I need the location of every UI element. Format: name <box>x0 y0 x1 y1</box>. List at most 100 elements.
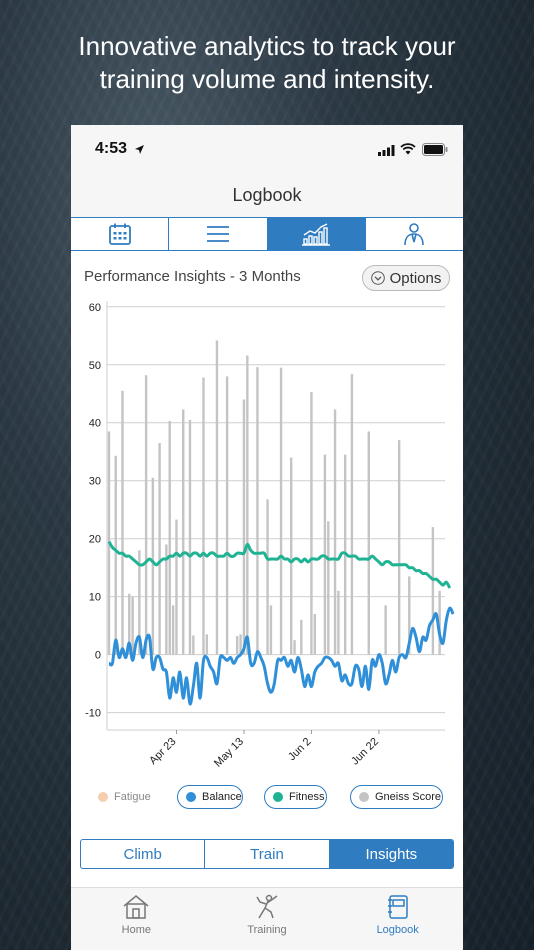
calendar-icon <box>108 223 131 245</box>
gneiss-score-bar <box>337 590 340 655</box>
gneiss-score-bar <box>350 374 354 655</box>
x-tick-label: Apr 23 <box>147 736 178 767</box>
tabbar-logbook-label: Logbook <box>376 924 419 936</box>
gneiss-score-bar <box>144 375 148 655</box>
gneiss-score-bar <box>215 340 219 655</box>
tabbar-home[interactable]: Home <box>71 888 202 950</box>
chevron-down-icon <box>370 271 385 285</box>
legend-fitness-label: Fitness <box>289 791 325 803</box>
headline: Innovative analytics to track your train… <box>0 30 534 96</box>
coach-icon <box>404 223 425 246</box>
logbook-tabs <box>71 217 463 251</box>
tabbar-training-label: Training <box>247 924 287 936</box>
gneiss-score-bar <box>182 409 185 655</box>
tabbar-logbook[interactable]: Logbook <box>332 888 463 950</box>
bottom-tab-bar: Home Training Logbook <box>71 887 463 950</box>
gneiss-score-bar <box>431 527 435 655</box>
insights-title: Performance Insights - 3 Months <box>84 268 301 285</box>
gneiss-score-bar <box>131 596 134 655</box>
gneiss-score-bar <box>289 457 293 655</box>
segment-climb[interactable]: Climb <box>81 840 206 868</box>
legend-fatigue[interactable]: Fatigue <box>96 785 158 809</box>
gneiss-score-bar <box>242 399 246 655</box>
segmented-control: Climb Train Insights <box>80 839 454 869</box>
wifi-icon <box>400 143 416 155</box>
gneiss-score-bar <box>239 634 242 655</box>
battery-icon <box>422 143 448 156</box>
fitness-swatch <box>273 792 283 802</box>
x-tick-label: Jun 2 <box>286 736 314 764</box>
legend-balance-label: Balance <box>202 791 242 803</box>
gneiss-score-bar <box>256 367 259 655</box>
legend-fatigue-label: Fatigue <box>114 791 151 803</box>
gneiss-score-bar <box>397 440 401 655</box>
gneiss-score-bar <box>192 635 195 655</box>
y-tick-label: -10 <box>85 708 101 720</box>
options-button[interactable]: Options <box>362 265 450 291</box>
headline-line-2: training volume and intensity. <box>99 64 435 94</box>
insights-chart: 60 50 40 30 20 10 0 -10 Apr 23 May 13 Jun 2 Jun 22 <box>85 301 455 770</box>
balance-line <box>108 606 455 706</box>
gneiss-score-bar <box>151 477 155 655</box>
fitness-line <box>107 540 452 589</box>
x-tick-label: Jun 22 <box>349 736 381 768</box>
y-tick-label: 50 <box>89 360 101 372</box>
home-icon <box>123 895 149 919</box>
legend-balance[interactable]: Balance <box>177 785 243 809</box>
gneiss-score-bar <box>236 636 239 655</box>
y-tick-label: 60 <box>89 302 101 314</box>
gneiss-score-bar <box>327 521 330 655</box>
fatigue-swatch <box>98 792 108 802</box>
segment-train[interactable]: Train <box>205 840 330 868</box>
gneiss-score-bar <box>168 421 171 655</box>
y-tick-label: 10 <box>89 592 101 604</box>
gneiss-score-bar <box>300 619 303 655</box>
gneiss-score-bar <box>408 576 411 655</box>
page-title: Logbook <box>232 185 302 205</box>
legend-fitness[interactable]: Fitness <box>264 785 327 809</box>
tab-insights-chart[interactable] <box>267 218 366 250</box>
x-tick-label: May 13 <box>212 736 246 770</box>
options-label: Options <box>389 269 442 287</box>
segment-insights[interactable]: Insights <box>329 840 453 868</box>
gneiss-score-bar <box>384 605 387 655</box>
y-tick-label: 30 <box>89 476 101 488</box>
tabbar-training[interactable]: Training <box>202 888 333 950</box>
headline-line-1: Innovative analytics to track your <box>78 31 456 61</box>
signal-icon <box>378 145 395 156</box>
phone-screen: 4:53 Logbook Performance Insights - 3 Mo… <box>71 125 463 950</box>
gneiss-score-bar <box>171 605 175 655</box>
gneiss-score-bar <box>188 419 192 655</box>
y-tick-label: 40 <box>89 418 101 430</box>
location-arrow-icon <box>135 145 144 154</box>
gneiss-score-swatch <box>359 792 369 802</box>
legend-gneiss-score[interactable]: Gneiss Score <box>350 785 443 809</box>
status-time: 4:53 <box>95 140 128 157</box>
status-bar: 4:53 <box>71 125 463 175</box>
tab-coach[interactable] <box>366 218 463 250</box>
gneiss-score-bar <box>266 499 269 655</box>
gneiss-score-bar <box>279 367 283 655</box>
gneiss-score-bar <box>367 431 370 655</box>
legend-gneiss-score-label: Gneiss Score <box>375 791 442 803</box>
gneiss-score-bar <box>175 519 178 655</box>
y-tick-label: 0 <box>95 650 101 662</box>
tab-calendar[interactable] <box>71 218 170 250</box>
balance-swatch <box>186 792 196 802</box>
gneiss-score-bar <box>269 605 273 655</box>
gneiss-score-bar <box>225 376 229 655</box>
gneiss-score-bar <box>438 590 441 655</box>
gneiss-score-bar <box>165 544 168 655</box>
tabbar-home-label: Home <box>121 924 151 936</box>
climber-icon <box>256 894 278 919</box>
gneiss-score-bar <box>310 392 313 655</box>
gneiss-score-bar <box>246 355 249 655</box>
gneiss-score-bar <box>293 640 296 655</box>
gneiss-score-bar <box>128 593 131 655</box>
nav-bar: Logbook <box>71 175 463 217</box>
list-icon <box>206 226 229 242</box>
gneiss-score-bar <box>202 377 205 655</box>
tab-list[interactable] <box>169 218 268 250</box>
gneiss-score-bar <box>114 455 117 655</box>
gneiss-score-bar <box>205 634 209 655</box>
